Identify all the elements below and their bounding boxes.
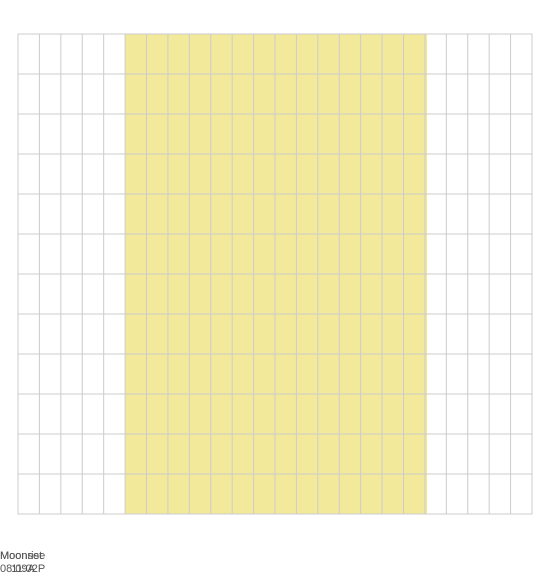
chart-svg (0, 0, 550, 550)
tide-chart: Moonset 08:09A Moonrise 11:02P (0, 0, 550, 550)
moonrise-label: Moonrise 11:02P (0, 550, 45, 576)
moonrise-title: Moonrise (0, 550, 45, 563)
moonrise-time: 11:02P (0, 563, 45, 576)
